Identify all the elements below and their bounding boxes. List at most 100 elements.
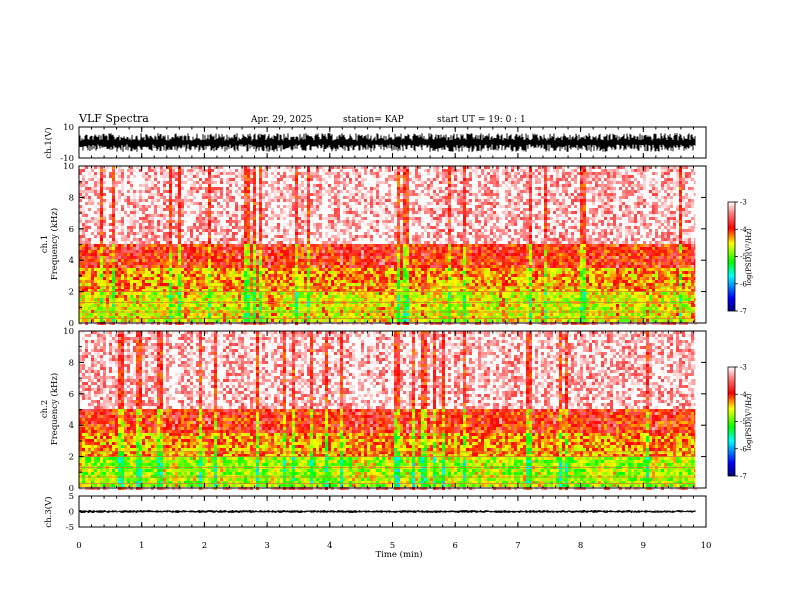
spectrogram-cell bbox=[343, 286, 346, 289]
spectrogram-cell bbox=[94, 202, 97, 205]
spectrogram-cell bbox=[322, 187, 325, 190]
spectrogram-cell bbox=[115, 250, 118, 253]
spectrogram-cell bbox=[271, 277, 274, 280]
spectrogram-cell bbox=[169, 223, 172, 226]
spectrogram-cell bbox=[292, 202, 295, 205]
spectrogram-cell bbox=[310, 274, 313, 277]
spectrogram-cell bbox=[214, 232, 217, 235]
spectrogram-cell bbox=[349, 202, 352, 205]
spectrogram-cell bbox=[355, 193, 358, 196]
spectrogram-cell bbox=[226, 184, 229, 187]
spectrogram-cell bbox=[283, 238, 286, 241]
spectrogram-cell bbox=[133, 205, 136, 208]
spectrogram-cell bbox=[262, 268, 265, 271]
spectrogram-cell bbox=[343, 223, 346, 226]
spectrogram-cell bbox=[190, 241, 193, 244]
spectrogram-cell bbox=[142, 226, 145, 229]
spectrogram-cell bbox=[292, 217, 295, 220]
spectrogram-cell bbox=[232, 175, 235, 178]
spectrogram-cell bbox=[358, 244, 361, 247]
spectrogram-cell bbox=[130, 190, 133, 193]
spectrogram-cell bbox=[91, 181, 94, 184]
spectrogram-cell bbox=[361, 172, 364, 175]
spectrogram-cell bbox=[106, 169, 109, 172]
spectrogram-cell bbox=[235, 172, 238, 175]
spectrogram-cell bbox=[82, 208, 85, 211]
spectrogram-cell bbox=[271, 190, 274, 193]
spectrogram-cell bbox=[133, 247, 136, 250]
spectrogram-cell bbox=[130, 304, 133, 307]
spectrogram-cell bbox=[193, 235, 196, 238]
spectrogram-cell bbox=[112, 310, 115, 313]
spectrogram-cell bbox=[340, 262, 343, 265]
spectrogram-cell bbox=[157, 292, 160, 295]
spectrogram-cell bbox=[193, 229, 196, 232]
spectrogram-cell bbox=[235, 217, 238, 220]
spectrogram-cell bbox=[262, 223, 265, 226]
spectrogram-cell bbox=[208, 277, 211, 280]
spectrogram-cell bbox=[130, 247, 133, 250]
spectrogram-cell bbox=[352, 184, 355, 187]
spectrogram-cell bbox=[304, 256, 307, 259]
spectrogram-cell bbox=[268, 280, 271, 283]
spectrogram-cell bbox=[208, 235, 211, 238]
spectrogram-cell bbox=[169, 193, 172, 196]
spectrogram-cell bbox=[220, 211, 223, 214]
spectrogram-cell bbox=[154, 313, 157, 316]
spectrogram-cell bbox=[286, 169, 289, 172]
spectrogram-cell bbox=[118, 283, 121, 286]
spectrogram-cell bbox=[307, 247, 310, 250]
spectrogram-cell bbox=[244, 205, 247, 208]
spectrogram-cell bbox=[241, 172, 244, 175]
spectrogram-cell bbox=[127, 271, 130, 274]
spectrogram-cell bbox=[259, 175, 262, 178]
spectrogram-cell bbox=[268, 208, 271, 211]
spectrogram-cell bbox=[244, 202, 247, 205]
spectrogram-cell bbox=[160, 169, 163, 172]
spectrogram-cell bbox=[277, 307, 280, 310]
spectrogram-cell bbox=[205, 229, 208, 232]
spectrogram-cell bbox=[301, 232, 304, 235]
spectrogram-cell bbox=[112, 214, 115, 217]
spectrogram-cell bbox=[85, 304, 88, 307]
spectrogram-cell bbox=[160, 193, 163, 196]
spectrogram-cell bbox=[85, 250, 88, 253]
spectrogram-cell bbox=[193, 238, 196, 241]
spectrogram-cell bbox=[94, 304, 97, 307]
spectrogram-cell bbox=[199, 313, 202, 316]
spectrogram-cell bbox=[169, 268, 172, 271]
spectrogram-cell bbox=[205, 265, 208, 268]
spectrogram-cell bbox=[274, 235, 277, 238]
spectrogram-cell bbox=[355, 256, 358, 259]
spectrogram-cell bbox=[94, 283, 97, 286]
spectrogram-cell bbox=[220, 181, 223, 184]
spectrogram-cell bbox=[304, 223, 307, 226]
spectrogram-cell bbox=[310, 169, 313, 172]
spectrogram-cell bbox=[223, 232, 226, 235]
spectrogram-cell bbox=[304, 262, 307, 265]
spectrogram-cell bbox=[286, 250, 289, 253]
spectrogram-cell bbox=[124, 304, 127, 307]
spectrogram-cell bbox=[241, 265, 244, 268]
spectrogram-cell bbox=[91, 241, 94, 244]
spectrogram-cell bbox=[328, 226, 331, 229]
spectrogram-cell bbox=[325, 247, 328, 250]
spectrogram-cell bbox=[223, 280, 226, 283]
station-label: station= KAP bbox=[343, 115, 404, 125]
spectrogram-cell bbox=[232, 271, 235, 274]
spectrogram-cell bbox=[340, 310, 343, 313]
spectrogram-cell bbox=[241, 229, 244, 232]
spectrogram-cell bbox=[232, 247, 235, 250]
spectrogram-cell bbox=[265, 208, 268, 211]
spectrogram-cell bbox=[319, 229, 322, 232]
spectrogram-cell bbox=[82, 280, 85, 283]
spectrogram-cell bbox=[223, 196, 226, 199]
spectrogram-cell bbox=[124, 244, 127, 247]
spectrogram-cell bbox=[85, 223, 88, 226]
spectrogram-cell bbox=[340, 205, 343, 208]
spectrogram-cell bbox=[109, 217, 112, 220]
spectrogram-cell bbox=[208, 211, 211, 214]
spectrogram-cell bbox=[196, 307, 199, 310]
spectrogram-cell bbox=[127, 187, 130, 190]
spectrogram-cell bbox=[337, 223, 340, 226]
